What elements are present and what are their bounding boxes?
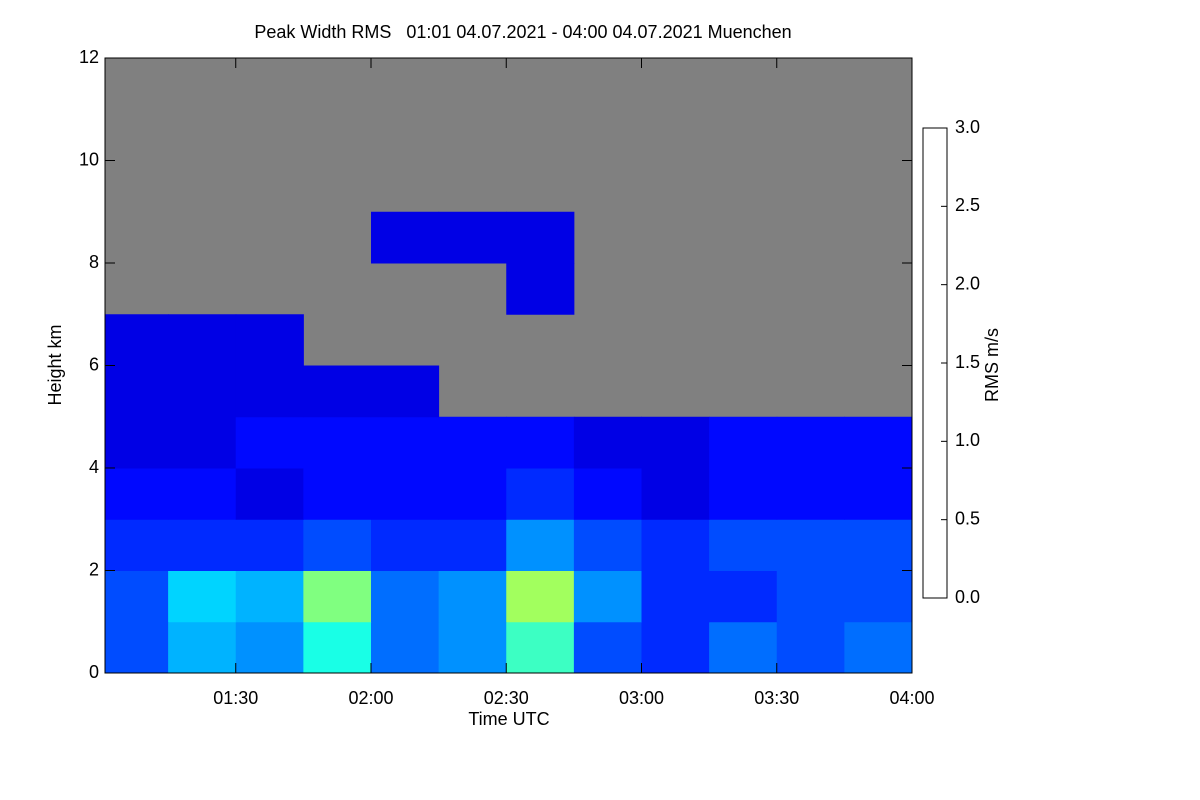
heat-cell xyxy=(438,468,507,520)
heat-cell xyxy=(709,416,778,469)
x-tick-label: 04:00 xyxy=(889,688,934,708)
heat-cell xyxy=(506,211,575,264)
heat-cell xyxy=(438,211,507,264)
y-tick-label: 8 xyxy=(89,252,99,272)
heat-cell xyxy=(438,416,507,469)
heat-cell xyxy=(573,468,642,520)
heat-cell xyxy=(303,416,372,469)
heat-cell xyxy=(573,416,642,469)
heat-cell xyxy=(235,365,304,418)
chart-title: Peak Width RMS 01:01 04.07.2021 - 04:00 … xyxy=(254,22,791,42)
heat-cell xyxy=(844,416,913,469)
heat-cell xyxy=(641,416,710,469)
heat-cell xyxy=(438,570,507,623)
x-tick-label: 02:30 xyxy=(484,688,529,708)
heat-cell xyxy=(506,519,575,571)
heat-cell xyxy=(370,211,440,264)
heat-cell xyxy=(641,621,710,674)
colorbar-tick-label: 2.0 xyxy=(955,273,980,293)
heat-cell xyxy=(641,519,710,571)
heat-cell xyxy=(105,621,169,674)
heat-cell xyxy=(235,570,304,623)
y-tick-label: 4 xyxy=(89,457,99,477)
heat-cell xyxy=(506,468,575,520)
heat-cell xyxy=(168,519,237,571)
heat-cell xyxy=(573,519,642,571)
heat-cell xyxy=(105,416,169,469)
heat-cell xyxy=(709,570,778,623)
colorbar-tick-label: 0.5 xyxy=(955,508,980,528)
heat-cell xyxy=(709,621,778,674)
colorbar-tick-label: 0.0 xyxy=(955,587,980,607)
y-tick-label: 2 xyxy=(89,559,99,579)
heat-cell xyxy=(303,519,372,571)
heat-cell xyxy=(235,621,304,674)
heat-cell xyxy=(235,468,304,520)
heat-cell xyxy=(168,416,237,469)
colorbar-tick-label: 1.0 xyxy=(955,430,980,450)
heat-cell xyxy=(573,570,642,623)
x-tick-label: 03:30 xyxy=(754,688,799,708)
colorbar-tick-label: 2.5 xyxy=(955,195,980,215)
heat-cell xyxy=(303,365,372,418)
heat-cell xyxy=(168,314,237,366)
x-axis-label: Time UTC xyxy=(468,709,549,729)
heat-cell xyxy=(370,416,440,469)
heat-cell xyxy=(776,519,845,571)
heat-cell xyxy=(776,468,845,520)
y-tick-label: 10 xyxy=(79,149,99,169)
heat-cell xyxy=(844,519,913,571)
heat-cell xyxy=(641,468,710,520)
heat-cell xyxy=(438,621,507,674)
heat-cell xyxy=(370,365,440,418)
colorbar-label: RMS m/s xyxy=(982,328,1002,402)
colorbar-tick-label: 3.0 xyxy=(955,117,980,137)
heat-cell xyxy=(641,570,710,623)
heat-cell xyxy=(168,468,237,520)
heat-cell xyxy=(235,416,304,469)
heat-cell xyxy=(709,468,778,520)
heat-cell xyxy=(303,621,372,674)
x-tick-label: 03:00 xyxy=(619,688,664,708)
y-tick-label: 0 xyxy=(89,662,99,682)
heat-cell xyxy=(709,519,778,571)
heat-cell xyxy=(168,570,237,623)
heat-cell xyxy=(105,314,169,366)
heat-cell xyxy=(776,621,845,674)
heat-cell xyxy=(844,468,913,520)
heat-cell xyxy=(776,416,845,469)
heat-cell xyxy=(105,365,169,418)
heat-cell xyxy=(506,263,575,315)
heat-cell xyxy=(573,621,642,674)
heat-cell xyxy=(506,416,575,469)
heat-cell xyxy=(168,365,237,418)
heat-cell xyxy=(105,519,169,571)
heat-cell xyxy=(105,468,169,520)
y-tick-label: 6 xyxy=(89,354,99,374)
heat-cell xyxy=(370,468,440,520)
heat-cell xyxy=(370,621,440,674)
heat-cell xyxy=(105,570,169,623)
heat-cell xyxy=(776,570,845,623)
heat-cell xyxy=(370,519,440,571)
heat-cell xyxy=(303,468,372,520)
x-tick-label: 01:30 xyxy=(213,688,258,708)
heat-cell xyxy=(370,570,440,623)
heat-cell xyxy=(303,570,372,623)
colorbar-tick-label: 1.5 xyxy=(955,352,980,372)
heat-cell xyxy=(506,621,575,674)
heat-cell xyxy=(844,621,913,674)
heat-cell xyxy=(235,519,304,571)
x-tick-label: 02:00 xyxy=(348,688,393,708)
y-tick-label: 12 xyxy=(79,47,99,67)
heat-cell xyxy=(506,570,575,623)
heat-cell xyxy=(235,314,304,366)
heat-cell xyxy=(168,621,237,674)
y-axis-label: Height km xyxy=(45,324,65,405)
heat-cell xyxy=(438,519,507,571)
heat-cell xyxy=(844,570,913,623)
